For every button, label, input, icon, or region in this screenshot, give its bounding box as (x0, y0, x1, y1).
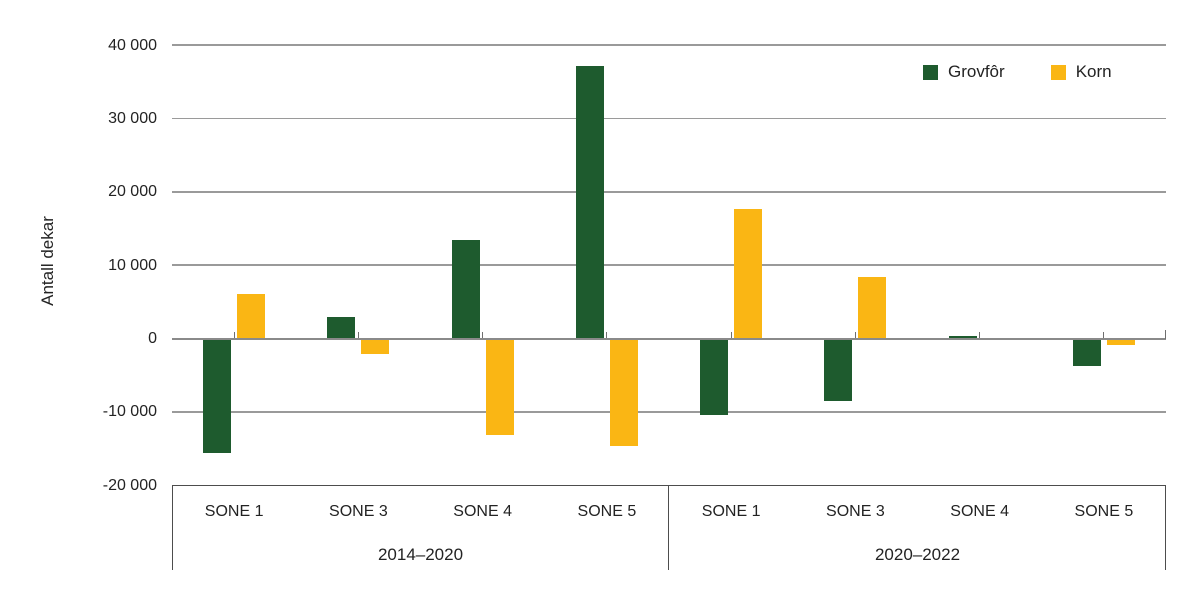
x-axis-border-vertical (172, 485, 173, 570)
x-category-label: SONE 5 (1074, 503, 1134, 520)
x-category-label: SONE 4 (950, 503, 1009, 520)
zero-axis-line (172, 337, 1166, 340)
category-tick (1103, 331, 1105, 338)
x-category-label: SONE 5 (577, 503, 637, 520)
bar-grovfor (451, 240, 480, 339)
bar-grovfor (203, 338, 232, 453)
legend-label-korn: Korn (1075, 62, 1112, 81)
y-tick-label: 0 (148, 330, 157, 347)
bar-grovfor (1072, 338, 1101, 366)
x-group-label: 2020–2022 (874, 545, 961, 564)
category-tick (979, 331, 981, 338)
x-group-label: 2014–2020 (377, 545, 464, 564)
gridline (172, 264, 1166, 266)
bar-grovfor (327, 316, 356, 339)
legend-swatch-korn-icon (1050, 64, 1066, 80)
bar-korn (361, 338, 390, 354)
x-axis-border-vertical (1165, 485, 1166, 570)
bar-grovfor (700, 338, 729, 415)
gridline (172, 44, 1166, 46)
bar-grovfor (824, 338, 853, 401)
bar-korn (609, 338, 638, 447)
legend: Grovfôr Korn (923, 63, 1112, 81)
bar-korn (858, 276, 887, 339)
gridline (172, 411, 1166, 413)
category-tick (730, 331, 732, 338)
legend-item-grovfor: Grovfôr (923, 63, 1005, 81)
x-category-label: SONE 4 (453, 503, 512, 520)
legend-label-grovfor: Grovfôr (948, 62, 1005, 81)
y-tick-label: 10 000 (108, 256, 157, 274)
y-tick-label: 30 000 (108, 110, 157, 127)
category-tick (357, 331, 359, 338)
x-category-label: SONE 3 (826, 503, 885, 520)
y-tick-label: -20 000 (102, 476, 157, 494)
category-tick (606, 331, 608, 338)
bar-korn (734, 208, 763, 339)
x-category-label: SONE 3 (329, 503, 388, 520)
legend-swatch-grovfor-icon (923, 64, 938, 80)
bar-korn (485, 338, 514, 436)
bar-korn (1106, 338, 1135, 346)
category-tick (854, 331, 856, 338)
x-category-label: SONE 1 (204, 503, 264, 520)
axis-end-tick (1164, 329, 1166, 339)
legend-item-korn: Korn (1050, 62, 1112, 81)
category-tick (482, 331, 484, 338)
bar-korn (237, 293, 266, 339)
gridline (172, 117, 1166, 120)
bar-grovfor (575, 65, 604, 339)
x-axis-border-vertical (667, 485, 669, 570)
x-axis-border-top (172, 485, 1166, 486)
category-tick (233, 331, 235, 338)
y-tick-label: -10 000 (102, 403, 157, 421)
x-category-label: SONE 1 (701, 503, 761, 520)
y-tick-label: 20 000 (108, 183, 157, 201)
gridline (172, 191, 1166, 193)
bar-grovfor (948, 336, 977, 339)
y-tick-label: 40 000 (108, 36, 157, 54)
